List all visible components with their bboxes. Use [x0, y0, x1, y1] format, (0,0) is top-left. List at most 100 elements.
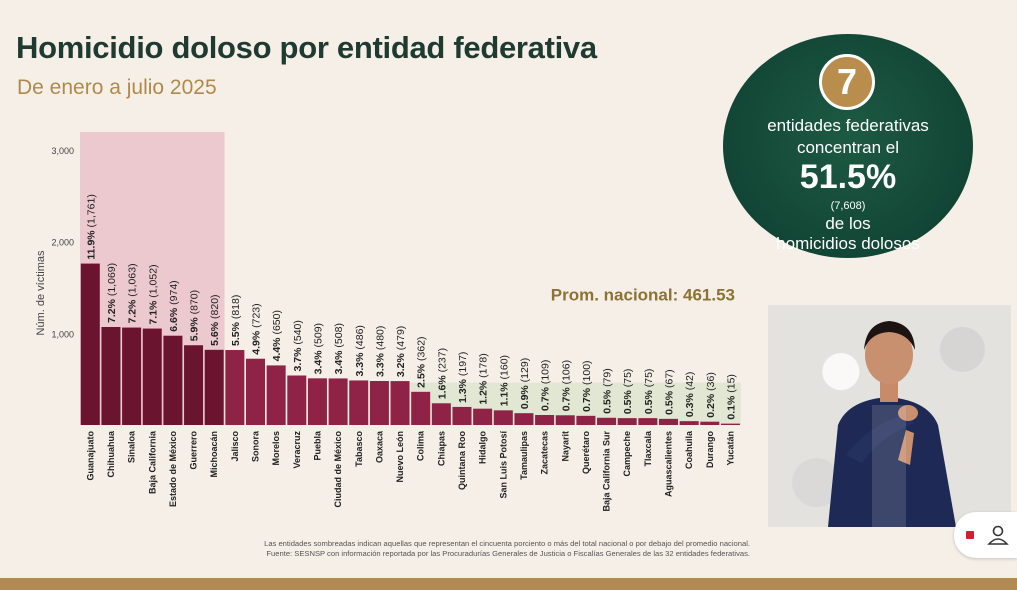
- data-label-pct: 3.3%: [374, 350, 386, 377]
- category-label: Jalisco: [230, 431, 240, 462]
- data-label: 0.1% (15): [725, 374, 737, 420]
- category-label: Estado de México: [168, 431, 178, 508]
- data-label-pct: 7.2%: [106, 296, 118, 323]
- data-label-pct: 0.2%: [705, 391, 717, 418]
- category-label: Baja California Sur: [602, 431, 612, 512]
- bar: [411, 391, 431, 425]
- bar: [369, 381, 389, 425]
- category-label: Sonora: [251, 430, 261, 462]
- average-label: Prom. nacional: 461.53: [551, 286, 735, 305]
- summary-line-4: homicidios dolosos: [776, 234, 920, 253]
- category-label: Chihuahua: [106, 430, 116, 477]
- data-label-pct: 0.7%: [540, 384, 552, 411]
- data-label-pct: 7.2%: [127, 297, 139, 324]
- data-label-pct: 0.5%: [664, 388, 676, 415]
- bar: [659, 418, 678, 425]
- bar: [700, 421, 720, 425]
- page-title: Homicidio doloso por entidad federativa: [16, 30, 597, 65]
- category-label: Baja California: [147, 430, 157, 494]
- data-label-count: (508): [333, 323, 345, 348]
- category-label: Sinaloa: [127, 430, 137, 463]
- data-label-pct: 3.4%: [333, 348, 345, 375]
- category-label: Chiapas: [436, 431, 446, 466]
- data-label-count: (237): [436, 348, 448, 373]
- record-button[interactable]: [954, 512, 1017, 558]
- data-label-pct: 3.4%: [312, 347, 324, 374]
- data-label: 1.3% (197): [457, 352, 469, 403]
- category-label: Coahuila: [684, 430, 694, 469]
- bar: [576, 415, 596, 425]
- footnote-source: Fuente: SESNSP con información reportada…: [266, 549, 750, 558]
- data-label-count: (129): [519, 358, 531, 383]
- category-label: Nuevo León: [395, 431, 405, 483]
- category-label: Guerrero: [189, 430, 199, 469]
- data-label: 0.5% (75): [622, 369, 634, 415]
- bar: [452, 406, 472, 425]
- bar: [597, 417, 617, 425]
- data-label-count: (106): [560, 360, 572, 385]
- data-label-pct: 5.6%: [209, 319, 221, 346]
- data-label: 0.5% (75): [643, 369, 655, 415]
- data-label-count: (178): [478, 353, 490, 378]
- data-label-pct: 1.1%: [498, 379, 510, 406]
- data-label-count: (75): [643, 369, 655, 388]
- data-label-count: (820): [209, 294, 221, 319]
- data-label-count: (362): [416, 336, 428, 361]
- data-label: 2.5% (362): [416, 336, 428, 387]
- category-label: Tlaxcala: [643, 430, 653, 467]
- data-label: 0.7% (100): [581, 360, 593, 411]
- category-label: Quintana Roo: [457, 431, 467, 490]
- category-label: San Luis Potosí: [498, 431, 508, 499]
- data-label: 1.1% (160): [498, 355, 510, 406]
- bar: [122, 327, 142, 425]
- bar: [679, 421, 699, 425]
- category-label: Puebla: [312, 430, 322, 461]
- bar: [225, 350, 245, 425]
- category-label: Michoacán: [209, 431, 219, 478]
- data-label: 0.7% (109): [540, 360, 552, 411]
- category-label: Tamaulipas: [519, 431, 529, 480]
- data-label-count: (1,069): [106, 263, 118, 296]
- data-label-count: (486): [354, 325, 366, 350]
- interpreter-figure: [828, 321, 956, 527]
- data-label-pct: 5.9%: [189, 314, 201, 341]
- category-label: Aguascalientes: [664, 431, 674, 497]
- data-label: 5.6% (820): [209, 294, 221, 345]
- category-label: Veracruz: [292, 431, 302, 469]
- data-label: 0.3% (42): [684, 372, 696, 418]
- data-label-count: (75): [622, 369, 634, 388]
- summary-number-badge: 7: [819, 54, 875, 110]
- data-label-count: (650): [271, 310, 283, 335]
- data-label-pct: 0.3%: [684, 390, 696, 417]
- data-label: 4.9% (723): [251, 303, 263, 354]
- bar: [142, 328, 162, 425]
- data-label-count: (160): [498, 355, 510, 380]
- data-label-pct: 0.5%: [622, 387, 634, 414]
- record-icon: [966, 531, 974, 539]
- data-label-count: (540): [292, 320, 304, 345]
- bar: [163, 335, 183, 425]
- bar: [184, 345, 204, 425]
- bar: [266, 365, 286, 425]
- summary-circle: 7 entidades federativas concentran el 51…: [723, 34, 973, 258]
- category-label: Hidalgo: [478, 430, 488, 464]
- data-label-pct: 3.7%: [292, 345, 304, 372]
- category-label: Oaxaca: [374, 430, 384, 463]
- data-label-pct: 0.1%: [725, 393, 737, 420]
- bar: [390, 381, 410, 425]
- data-label-count: (723): [251, 303, 263, 328]
- bar: [617, 418, 637, 425]
- bar: [720, 423, 740, 425]
- bar: [638, 418, 658, 425]
- data-label: 3.4% (509): [312, 323, 324, 374]
- data-label: 3.4% (508): [333, 323, 345, 374]
- data-label: 0.2% (36): [705, 372, 717, 418]
- page-subtitle: De enero a julio 2025: [17, 76, 217, 99]
- category-label: Tabasco: [354, 431, 364, 467]
- data-label-count: (974): [168, 280, 180, 305]
- bar: [204, 349, 224, 425]
- bar: [349, 380, 369, 425]
- data-label: 0.5% (67): [664, 369, 676, 415]
- data-label: 5.5% (818): [230, 295, 242, 346]
- category-label: Querétaro: [581, 430, 591, 474]
